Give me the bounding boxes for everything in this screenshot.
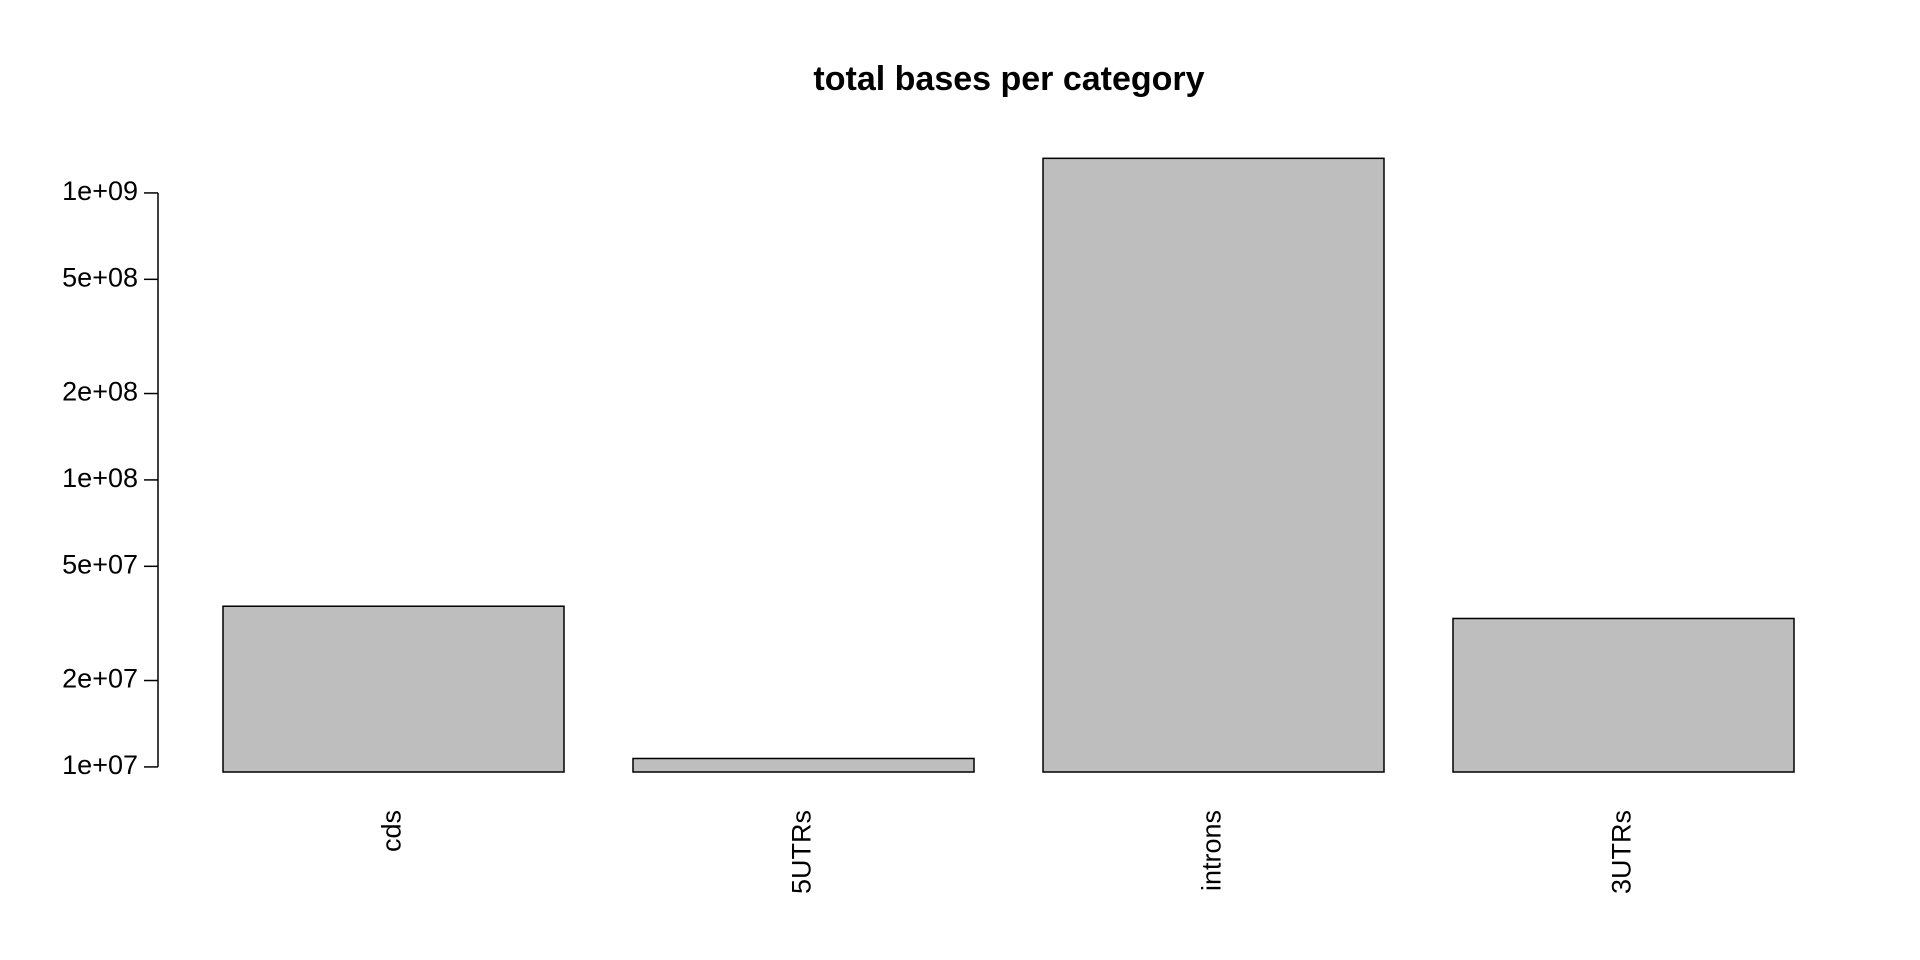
bar <box>222 605 565 773</box>
y-tick-label: 2e+08 <box>62 377 138 407</box>
y-tick-label: 5e+08 <box>62 262 138 292</box>
x-tick-label: 5UTRs <box>787 810 817 894</box>
bar <box>1452 617 1795 773</box>
y-tick-label: 2e+07 <box>62 664 138 694</box>
x-tick-label: cds <box>377 810 407 852</box>
bar <box>632 757 975 773</box>
chart-title: total bases per category <box>813 60 1204 98</box>
bar <box>1042 157 1385 773</box>
x-tick-label: 3UTRs <box>1607 810 1637 894</box>
y-tick-label: 5e+07 <box>62 549 138 579</box>
x-tick-label: introns <box>1197 810 1227 891</box>
y-tick-label: 1e+07 <box>62 750 138 780</box>
y-tick-label: 1e+08 <box>62 463 138 493</box>
y-tick-label: 1e+09 <box>62 176 138 206</box>
